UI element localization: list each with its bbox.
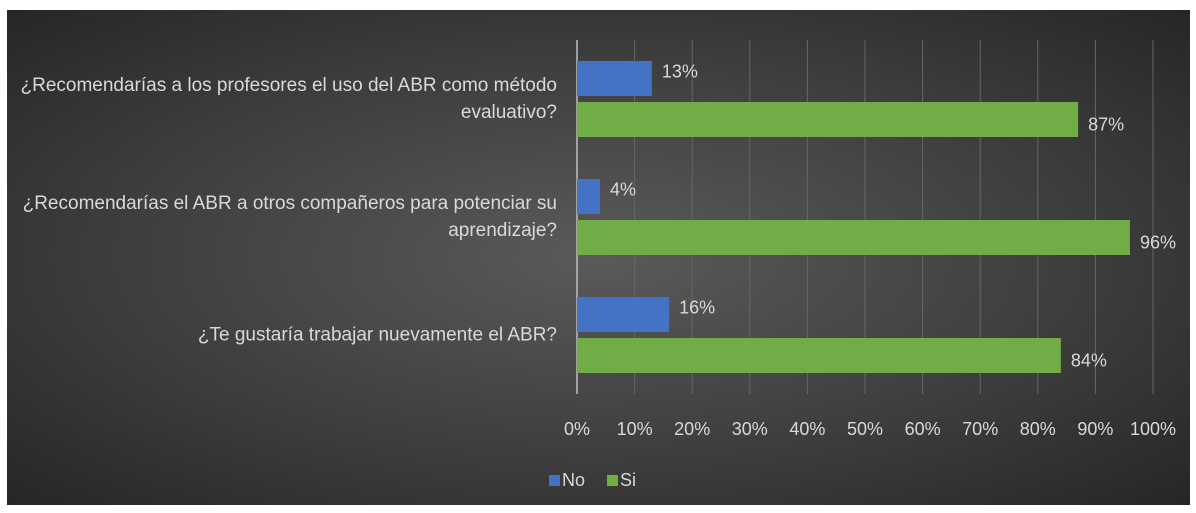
legend-swatch [549, 475, 560, 486]
bar [577, 297, 670, 332]
x-tick-label: 0% [564, 419, 590, 439]
x-tick-label: 50% [847, 419, 883, 439]
data-label: 4% [610, 179, 636, 199]
x-tick-label: 60% [905, 419, 941, 439]
legend-label: No [562, 470, 585, 490]
category-label: ¿Te gustaría trabajar nuevamente el ABR? [197, 324, 557, 346]
bar [577, 220, 1130, 255]
data-label: 96% [1140, 232, 1176, 252]
bar [577, 102, 1079, 137]
legend-swatch [607, 475, 619, 486]
category-label: ¿Recomendarías el ABR a otros compañeros… [22, 193, 557, 241]
legend-label: Si [620, 470, 636, 490]
x-tick-label: 100% [1130, 419, 1176, 439]
category-label: ¿Recomendarías a los profesores el uso d… [20, 75, 558, 123]
bar [577, 61, 652, 96]
x-tick-label: 70% [962, 419, 998, 439]
x-tick-label: 30% [732, 419, 768, 439]
data-label: 16% [679, 297, 715, 317]
x-tick-label: 90% [1077, 419, 1113, 439]
x-tick-label: 20% [674, 419, 710, 439]
x-tick-label: 10% [617, 419, 653, 439]
bar [577, 179, 601, 214]
data-label: 13% [662, 61, 698, 81]
data-label: 84% [1071, 350, 1107, 370]
x-tick-label: 40% [789, 419, 825, 439]
x-tick-label: 80% [1020, 419, 1056, 439]
bar [577, 338, 1061, 373]
data-label: 87% [1088, 114, 1124, 134]
